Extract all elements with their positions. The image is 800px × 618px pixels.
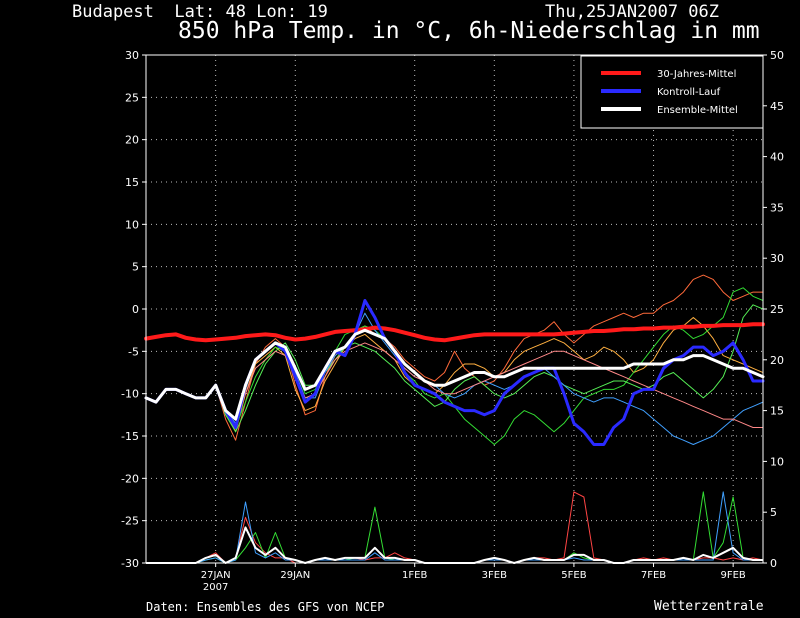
temp-member-line-6 [145, 304, 764, 433]
location-label: Budapest Lat: 48 Lon: 19 [72, 2, 328, 22]
precip-series-line-2 [146, 491, 763, 564]
y-left-tick-label: -5 [128, 345, 139, 358]
y-right-tick-label: 0 [770, 557, 777, 570]
y-left-tick-label: -20 [121, 472, 139, 485]
run-date-label: Thu,25JAN2007 06Z [545, 2, 719, 22]
temp-member-line-3 [145, 274, 764, 441]
legend-label: Kontroll-Lauf [657, 87, 721, 98]
right-axis-ticks: 0 5 10 15 20 25 30 35 40 45 50 [763, 49, 784, 570]
x-tick-label: 7FEB [641, 570, 666, 581]
grid-lines [146, 55, 763, 563]
y-right-tick-label: 25 [770, 303, 784, 316]
y-left-tick-label: 15 [125, 176, 139, 189]
y-right-tick-label: 40 [770, 151, 784, 164]
x-tick-label: 3FEB [482, 570, 507, 581]
chart-title: 850 hPa Temp. in °C, 6h-Niederschlag in … [178, 18, 760, 44]
x-tick-label: 1FEB [402, 570, 427, 581]
y-left-tick-label: -30 [121, 557, 139, 570]
temperature-plot [144, 274, 765, 446]
y-right-tick-label: 10 [770, 455, 784, 468]
temp-series--jahres-mittel [144, 322, 765, 343]
left-axis-ticks: -30 -25 -20 -15 -10 -5 0 5 10 15 20 25 30 [121, 49, 146, 570]
y-right-tick-label: 15 [770, 405, 784, 418]
temp-member-line-8 [145, 342, 764, 428]
y-right-tick-label: 45 [770, 100, 784, 113]
x-tick-label: 9FEB [720, 570, 745, 581]
x-tick-label: 29JAN [280, 570, 310, 581]
x-tick-label: 5FEB [561, 570, 586, 581]
legend: 30-Jahres-Mittel Kontroll-Lauf Ensemble-Mi… [580, 55, 764, 129]
x-tick-sublabel: 2007 [203, 582, 228, 593]
y-left-tick-label: 5 [132, 261, 139, 274]
publisher-credit: Wetterzentrale [654, 599, 764, 614]
temp-series-ensemble-mittel [144, 328, 765, 421]
y-left-tick-label: 25 [125, 91, 139, 104]
y-right-tick-label: 5 [770, 506, 777, 519]
y-right-tick-label: 50 [770, 49, 784, 62]
y-left-tick-label: 20 [125, 134, 139, 147]
y-right-tick-label: 35 [770, 201, 784, 214]
data-source-credit: Daten: Ensembles des GFS von NCEP [146, 600, 385, 614]
precipitation-plot [146, 491, 764, 564]
legend-label: Ensemble-Mittel [657, 105, 738, 116]
y-left-tick-label: -25 [121, 515, 139, 528]
y-left-tick-label: 10 [125, 218, 139, 231]
temp-member-line-4 [145, 317, 764, 433]
precip-series-line-1 [146, 491, 763, 564]
plot-frame [145, 54, 764, 564]
y-left-tick-label: 30 [125, 49, 139, 62]
x-tick-label: 27JAN [201, 570, 231, 581]
y-left-tick-label: -10 [121, 388, 139, 401]
legend-label: 30-Jahres-Mittel [657, 69, 736, 80]
precip-series-line-0 [146, 491, 764, 564]
y-left-tick-label: -15 [121, 430, 139, 443]
y-right-tick-label: 30 [770, 252, 784, 265]
y-right-tick-label: 20 [770, 354, 784, 367]
y-left-tick-label: 0 [132, 303, 139, 316]
